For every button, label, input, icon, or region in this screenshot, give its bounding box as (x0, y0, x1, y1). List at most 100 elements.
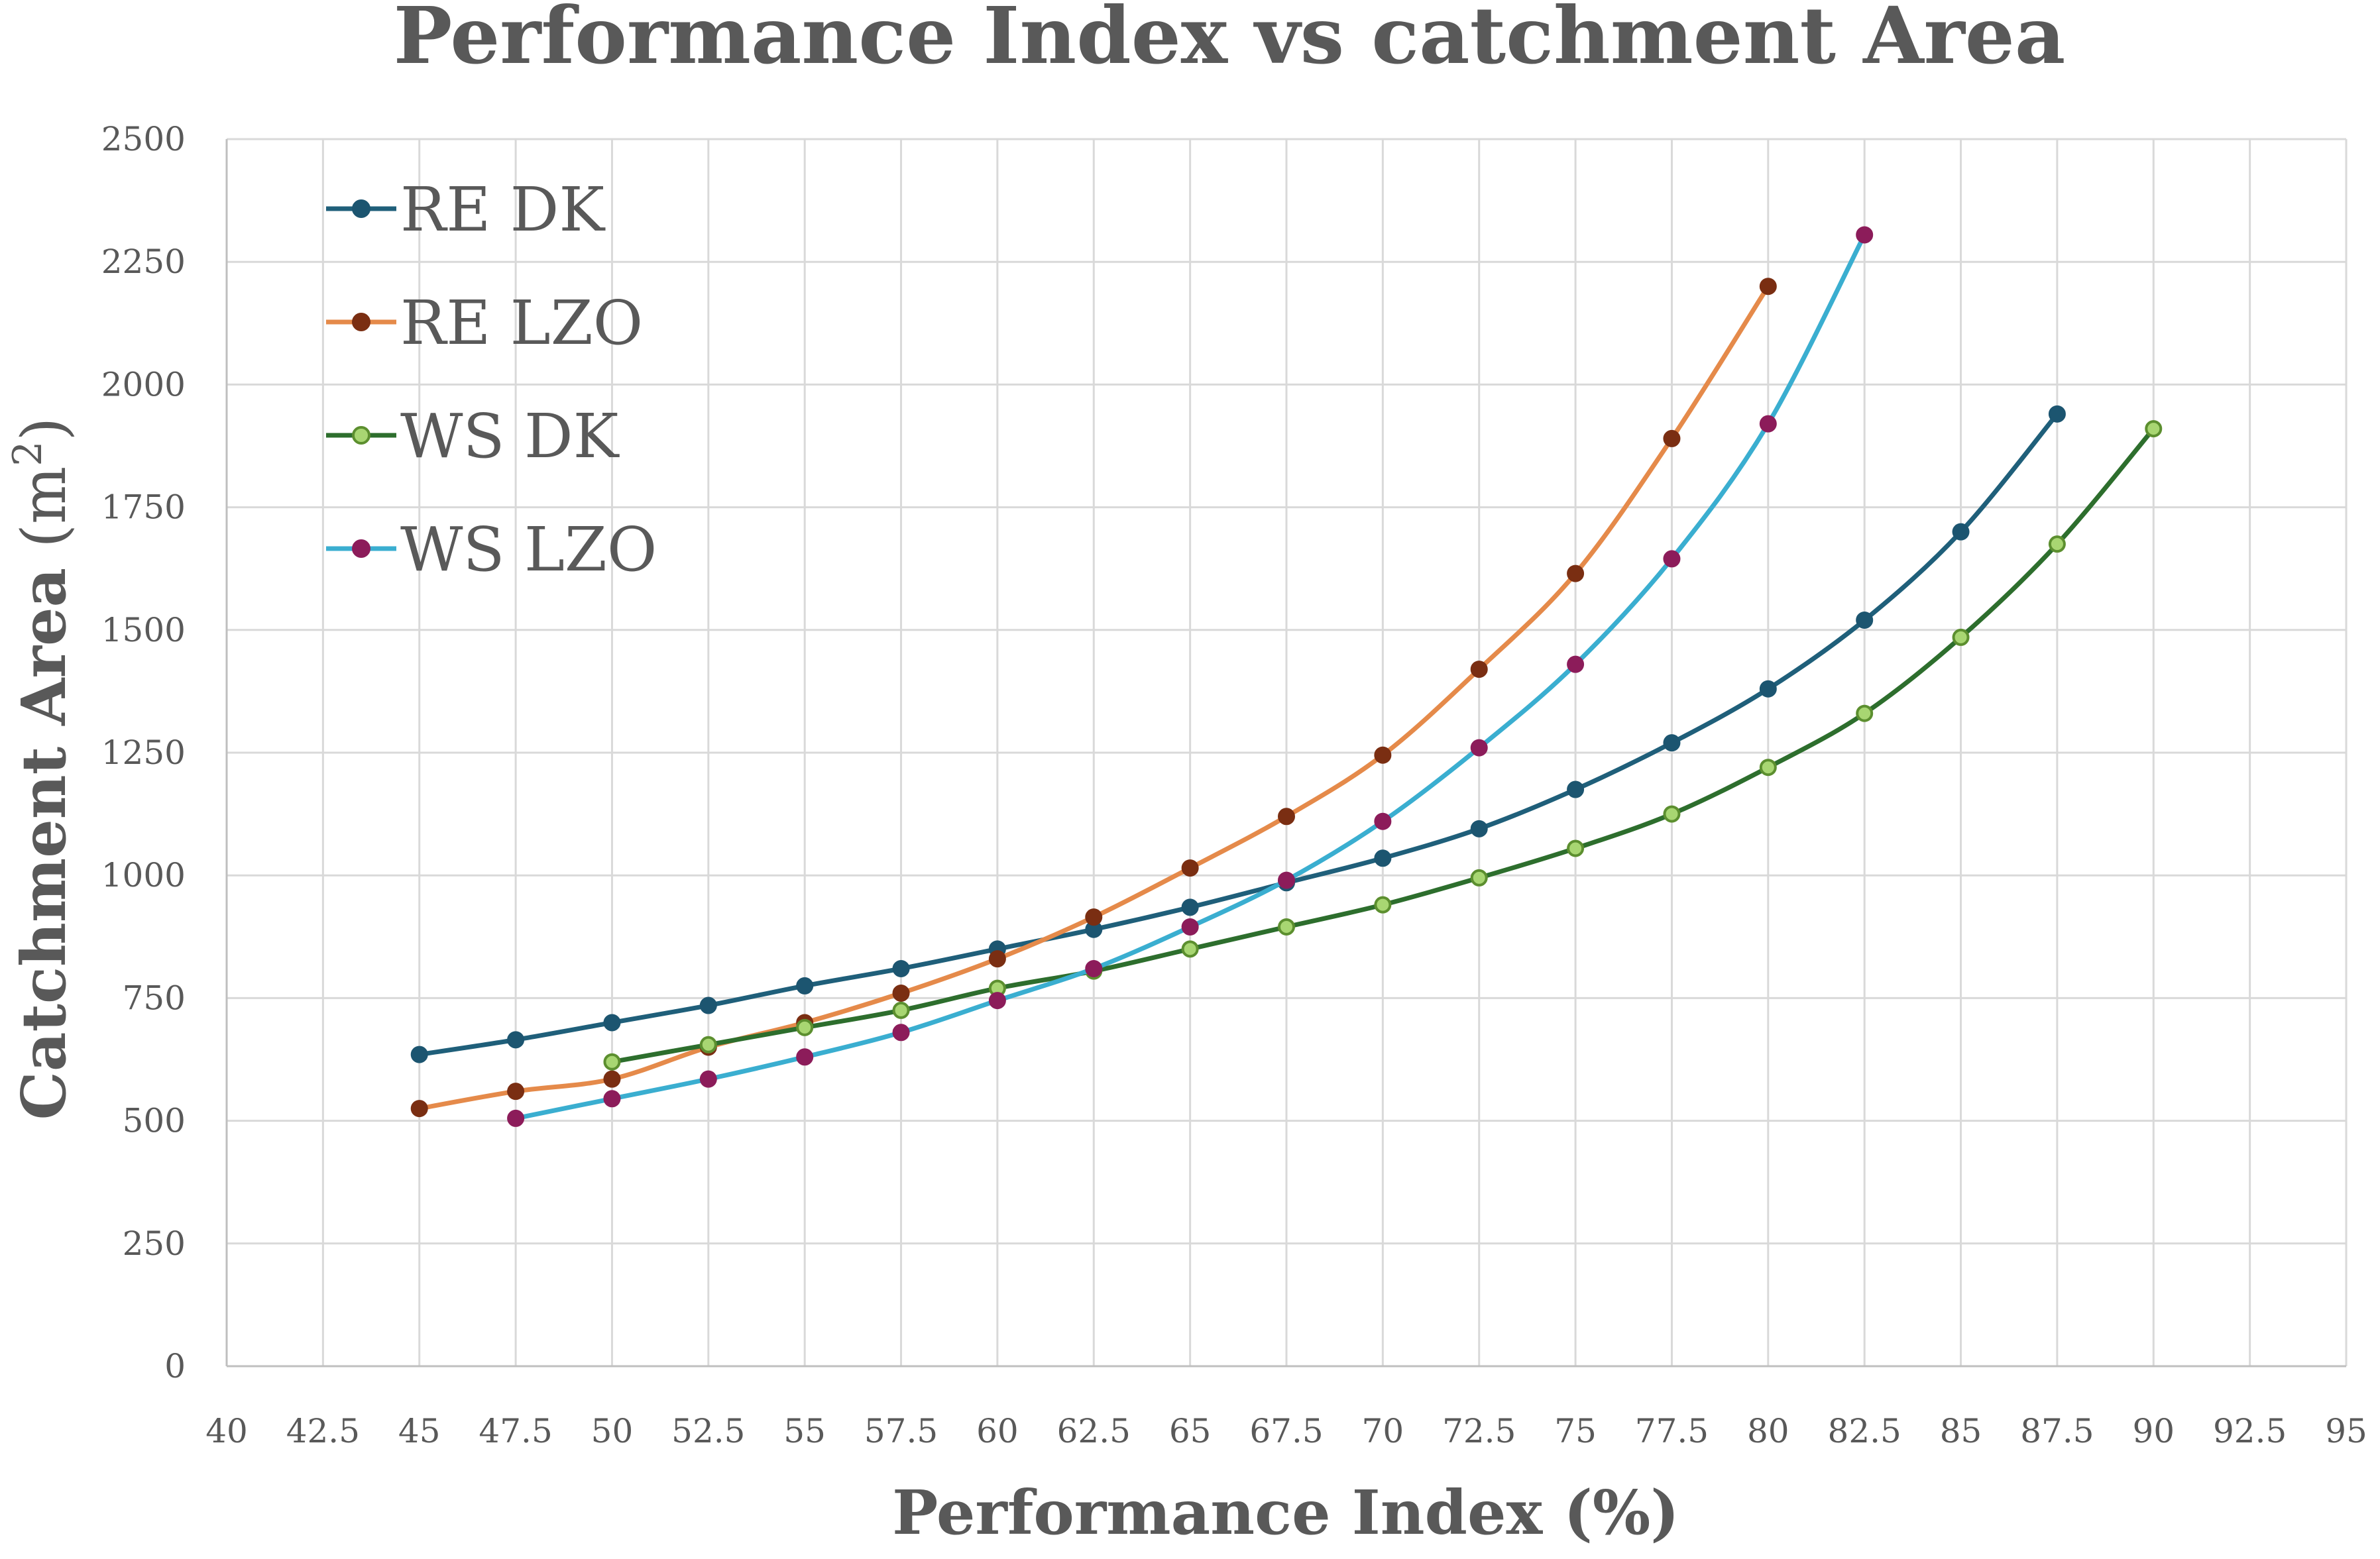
legend-marker (352, 199, 370, 218)
x-tick-label: 40 (205, 1412, 248, 1450)
data-point (1085, 959, 1103, 977)
data-point (796, 1048, 814, 1066)
axes (225, 139, 2346, 1368)
data-point (1181, 918, 1199, 936)
data-point (1567, 839, 1585, 857)
x-tick-label: 65 (1169, 1412, 1212, 1450)
y-tick-label: 0 (164, 1347, 186, 1385)
data-point (507, 1031, 525, 1049)
data-point (1759, 759, 1777, 777)
data-point (603, 1070, 621, 1088)
x-tick-label: 75 (1554, 1412, 1597, 1450)
data-point (1759, 680, 1777, 698)
x-tick-label: 82.5 (1828, 1412, 1901, 1450)
data-point (1278, 871, 1295, 889)
data-point (892, 984, 910, 1002)
y-tick-label: 1500 (101, 611, 186, 649)
data-point (1374, 849, 1392, 867)
data-point (603, 1014, 621, 1032)
y-axis-title-main: Catchment Area (8, 568, 80, 1120)
x-tick-label: 52.5 (671, 1412, 745, 1450)
data-point (1663, 429, 1681, 447)
x-tick-label: 72.5 (1442, 1412, 1516, 1450)
data-point (1181, 859, 1199, 877)
data-point (1567, 564, 1585, 582)
data-point (1470, 739, 1488, 757)
data-point (892, 1001, 910, 1019)
legend-item-re-dk: RE DK (326, 174, 606, 245)
data-point (603, 1053, 621, 1071)
legend-item-re-lzo: RE LZO (326, 288, 643, 358)
y-tick-label: 1250 (101, 733, 186, 772)
data-point (1663, 550, 1681, 568)
data-point (1470, 869, 1488, 887)
y-axis-unit-superscript: 2 (5, 441, 51, 466)
data-point (1470, 820, 1488, 837)
x-tick-label: 67.5 (1249, 1412, 1323, 1450)
x-tick-label: 85 (1940, 1412, 1982, 1450)
y-tick-labels: 0 250 500 750 1000 1250 1500 1750 2000 2250 2500 (101, 120, 186, 1385)
y-tick-label: 2500 (101, 120, 186, 158)
data-point (1374, 896, 1392, 914)
data-point (796, 977, 814, 995)
x-tick-label: 92.5 (2213, 1412, 2287, 1450)
x-tick-label: 90 (2132, 1412, 2175, 1450)
legend-item-ws-dk: WS DK (326, 401, 620, 472)
legend-label: WS DK (400, 401, 620, 472)
x-tick-label: 45 (398, 1412, 441, 1450)
data-point (1278, 808, 1295, 826)
data-point (2145, 420, 2163, 438)
y-tick-label: 2000 (101, 365, 186, 403)
data-point (1567, 655, 1585, 673)
data-point (1759, 278, 1777, 296)
x-tick-label: 80 (1747, 1412, 1789, 1450)
series-ws-dk (603, 420, 2163, 1071)
data-point (1085, 908, 1103, 926)
legend-item-ws-lzo: WS LZO (326, 514, 657, 585)
x-tick-label: 87.5 (2020, 1412, 2094, 1450)
series-ws-lzo (507, 226, 1874, 1127)
y-tick-label: 1000 (101, 856, 186, 894)
x-tick-label: 42.5 (286, 1412, 360, 1450)
data-point (1856, 704, 1874, 722)
data-point (410, 1100, 428, 1118)
legend-label: WS LZO (400, 514, 657, 585)
legend-marker (352, 539, 370, 558)
data-point (699, 996, 717, 1014)
data-point (892, 959, 910, 977)
x-tick-label: 62.5 (1057, 1412, 1131, 1450)
chart-title: Performance Index vs catchment Area (394, 0, 2066, 81)
data-point (1470, 661, 1488, 678)
data-point (410, 1046, 428, 1063)
legend-marker (352, 426, 370, 445)
series-line-ws-dk (609, 426, 2156, 1065)
data-point (988, 950, 1006, 968)
y-tick-label: 750 (123, 979, 186, 1017)
x-tick-label: 50 (591, 1412, 634, 1450)
y-axis-title: Catchment Area (m2) (5, 417, 80, 1120)
data-point (1952, 523, 1970, 541)
x-tick-labels: 40 42.5 45 47.5 50 52.5 55 57.5 60 62.5 65 67.5 70 72… (205, 1412, 2367, 1450)
x-tick-label: 47.5 (479, 1412, 552, 1450)
data-point (1374, 812, 1392, 830)
y-tick-label: 1750 (101, 488, 186, 527)
y-axis-unit-close: ) (9, 417, 80, 441)
data-point (1663, 734, 1681, 752)
x-tick-label: 60 (976, 1412, 1019, 1450)
legend-marker (352, 313, 370, 331)
data-point (699, 1036, 717, 1053)
data-point (1663, 805, 1681, 823)
data-point (603, 1090, 621, 1108)
x-tick-label: 55 (783, 1412, 826, 1450)
series-lines (410, 226, 2163, 1127)
y-tick-label: 250 (123, 1224, 186, 1263)
data-point (507, 1109, 525, 1127)
data-point (1759, 415, 1777, 433)
x-tick-label: 77.5 (1635, 1412, 1709, 1450)
data-point (892, 1024, 910, 1042)
series-line-re-dk (417, 411, 2060, 1057)
data-point (2048, 405, 2066, 423)
data-point (1181, 898, 1199, 916)
